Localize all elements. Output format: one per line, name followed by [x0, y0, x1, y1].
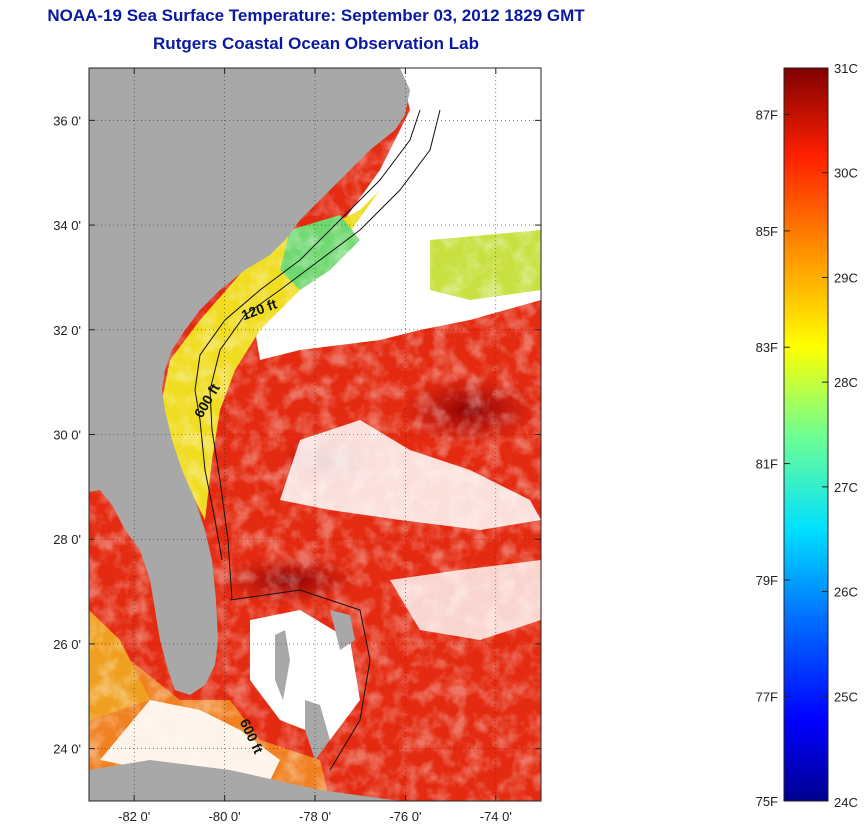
colorbar-label-celsius: 29C	[834, 270, 858, 285]
lon-tick-label: -82 0'	[118, 809, 150, 824]
land-bahamas-2	[305, 700, 330, 760]
lat-tick-label: 28 0'	[53, 532, 81, 547]
colorbar-label-celsius: 27C	[834, 480, 858, 495]
axis-ticks: -82 0' -80 0' -78 0' -76 0' -74 0' 36 0' 34 0'…	[53, 68, 541, 824]
colorbar-label-fahrenheit: 87F	[756, 108, 778, 123]
lat-tick-label: 34 0'	[53, 218, 81, 233]
lat-tick-label: 26 0'	[53, 637, 81, 652]
graticule	[89, 68, 541, 801]
colorbar-label-celsius: 28C	[834, 375, 858, 390]
colorbar-label-celsius: 25C	[834, 689, 858, 704]
colorbar-label-celsius: 26C	[834, 585, 858, 600]
lat-tick-label: 36 0'	[53, 113, 81, 128]
land-bahamas-1	[275, 630, 290, 700]
land-us	[89, 68, 410, 695]
colorbar-label-celsius: 31C	[834, 61, 858, 76]
lat-tick-label: 32 0'	[53, 323, 81, 338]
contour-bahamas	[229, 589, 371, 771]
lat-tick-label: 30 0'	[53, 428, 81, 443]
colorbar-labels: 31C 30C 29C 28C 27C 26C 25C 24C 87F 85F 83F 81F 79F 7…	[756, 61, 858, 810]
land-bahamas-3	[330, 610, 355, 650]
sst-field	[89, 68, 541, 801]
contour-600ft	[209, 109, 441, 601]
lon-tick-label: -76 0'	[389, 809, 421, 824]
map-subtitle: Rutgers Coastal Ocean Observation Lab	[153, 34, 479, 53]
lon-tick-label: -78 0'	[299, 809, 331, 824]
lat-tick-label: 24 0'	[53, 742, 81, 757]
colorbar-label-fahrenheit: 85F	[756, 224, 778, 239]
land-cuba	[89, 760, 400, 801]
colorbar-label-celsius: 30C	[834, 166, 858, 181]
contour-120ft	[194, 109, 421, 561]
colorbar-label-celsius: 24C	[834, 795, 858, 810]
map-title: NOAA-19 Sea Surface Temperature: Septemb…	[47, 6, 585, 25]
colorbar-label-fahrenheit: 75F	[756, 794, 778, 809]
lon-tick-label: -74 0'	[480, 809, 512, 824]
colorbar-label-fahrenheit: 77F	[756, 689, 778, 704]
colorbar-label-fahrenheit: 79F	[756, 573, 778, 588]
colorbar	[783, 67, 829, 802]
lon-tick-label: -80 0'	[209, 809, 241, 824]
colorbar-label-fahrenheit: 83F	[756, 340, 778, 355]
colorbar-label-fahrenheit: 81F	[756, 457, 778, 472]
